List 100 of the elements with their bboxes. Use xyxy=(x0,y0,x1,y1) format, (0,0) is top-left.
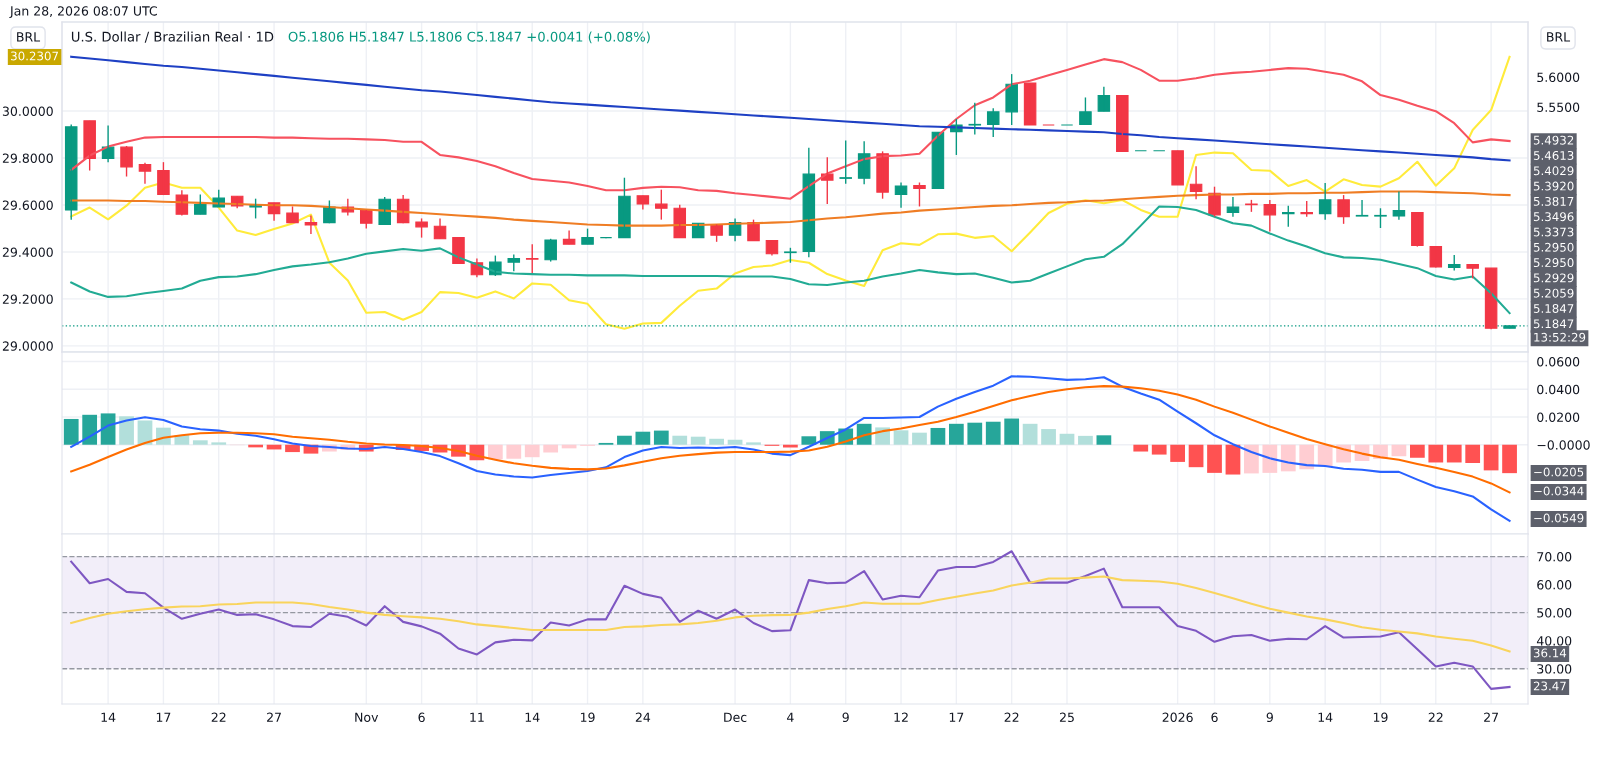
bar xyxy=(100,413,116,445)
bar xyxy=(1244,444,1259,474)
bar xyxy=(1317,444,1333,467)
candlestick xyxy=(64,123,78,221)
y-tick-label: 5.5500 xyxy=(1537,102,1580,112)
bar xyxy=(487,444,503,460)
bar xyxy=(948,423,964,445)
x-tick-label: 14 xyxy=(101,712,116,722)
candlestick xyxy=(1079,96,1092,126)
x-tick-label: 12 xyxy=(894,712,908,722)
y2-tick-label: 29.4000 xyxy=(2,247,53,257)
line-series xyxy=(70,375,1511,522)
bar xyxy=(137,420,153,445)
bar xyxy=(967,422,983,445)
bar xyxy=(709,438,725,445)
candlestick xyxy=(120,145,133,178)
x-tick-label: 22 xyxy=(211,712,226,722)
y-tick-label: 5.6000 xyxy=(1537,72,1580,83)
candlestick xyxy=(1374,207,1387,229)
bar xyxy=(653,430,669,445)
bar xyxy=(506,444,522,459)
bar xyxy=(893,430,909,445)
candlestick xyxy=(1023,82,1037,126)
text: 5.3373 xyxy=(1533,227,1574,237)
x-tick-label: 19 xyxy=(580,712,595,723)
x-tick-label: Nov xyxy=(355,712,379,723)
y-tick-label: 60.00 xyxy=(1537,580,1572,590)
bar xyxy=(1170,444,1186,462)
x-tick-label: 27 xyxy=(267,712,281,722)
candlestick xyxy=(931,131,945,190)
x-tick-label: 22 xyxy=(1428,712,1443,722)
y-tick-label: 70.00 xyxy=(1537,552,1572,562)
candlestick xyxy=(876,150,889,200)
candlestick xyxy=(359,209,373,230)
candlestick xyxy=(83,120,96,172)
x-tick-label: 14 xyxy=(1318,712,1333,722)
bar xyxy=(1078,435,1093,445)
y2-tick-label: 29.8000 xyxy=(2,153,53,163)
bar xyxy=(1004,418,1020,445)
line-series xyxy=(70,575,1511,653)
text: Jan 28, 2026 08:07 UTC xyxy=(9,6,157,18)
text: 5.2950 xyxy=(1533,258,1574,268)
x-tick-label: 6 xyxy=(1211,712,1218,723)
bar xyxy=(801,436,817,445)
bar xyxy=(1041,429,1056,445)
bar xyxy=(985,421,1001,445)
candlestick xyxy=(1337,194,1350,225)
candlestick xyxy=(157,161,170,196)
x-tick-label: 27 xyxy=(1484,712,1498,722)
bar xyxy=(1022,423,1038,445)
candlestick xyxy=(1411,211,1424,248)
text: −0.0344 xyxy=(1534,486,1584,496)
candlestick xyxy=(968,102,982,136)
bar xyxy=(524,444,540,458)
bar xyxy=(1188,444,1204,468)
bar xyxy=(783,444,798,448)
line-series xyxy=(70,55,1511,330)
bar xyxy=(672,435,688,445)
candlestick xyxy=(986,107,1000,138)
text: 5.1847 xyxy=(1533,304,1574,313)
bar xyxy=(1391,444,1407,457)
x-tick-label: 17 xyxy=(949,712,964,722)
x-tick-label: Dec xyxy=(724,712,747,723)
candlestick xyxy=(691,222,705,239)
text: 13:52:29 xyxy=(1534,332,1586,342)
x-tick-label: 24 xyxy=(635,712,651,722)
x-tick-label: 11 xyxy=(470,712,484,722)
text: 5.3496 xyxy=(1533,212,1574,222)
bar xyxy=(285,444,300,453)
text: 5.2950 xyxy=(1533,242,1574,252)
line-series xyxy=(70,550,1511,690)
text: U.S. Dollar / Brazilian Real · 1D xyxy=(71,31,274,43)
bar xyxy=(617,435,632,445)
y2-tick-label: 29.6000 xyxy=(2,200,53,210)
bar xyxy=(1096,435,1112,445)
bar xyxy=(543,444,559,453)
candlestick xyxy=(525,243,539,274)
text: 23.47 xyxy=(1533,681,1566,691)
candlestick xyxy=(1355,199,1369,217)
bar xyxy=(1502,444,1517,474)
y-tick-label: 40.00 xyxy=(1536,636,1572,646)
text: 5.2929 xyxy=(1533,273,1574,283)
x-tick-label: 2026 xyxy=(1162,712,1193,723)
candlestick xyxy=(839,139,852,185)
bar xyxy=(912,432,927,445)
bar xyxy=(119,416,134,445)
text: −0.0205 xyxy=(1534,467,1584,477)
text: 36.14 xyxy=(1533,648,1567,658)
bar xyxy=(82,414,98,445)
line-series xyxy=(70,55,1511,162)
bar xyxy=(1207,444,1222,473)
x-tick-label: 25 xyxy=(1059,712,1074,723)
y-tick-label: 0.0200 xyxy=(1537,412,1580,422)
y2-axis-title: BRL xyxy=(17,32,41,42)
bar xyxy=(1299,444,1315,470)
text: 5.3920 xyxy=(1533,181,1574,191)
x-tick-label: 22 xyxy=(1004,712,1019,722)
bar xyxy=(1151,444,1167,455)
text: 5.4029 xyxy=(1533,166,1574,176)
candlestick xyxy=(618,177,631,239)
